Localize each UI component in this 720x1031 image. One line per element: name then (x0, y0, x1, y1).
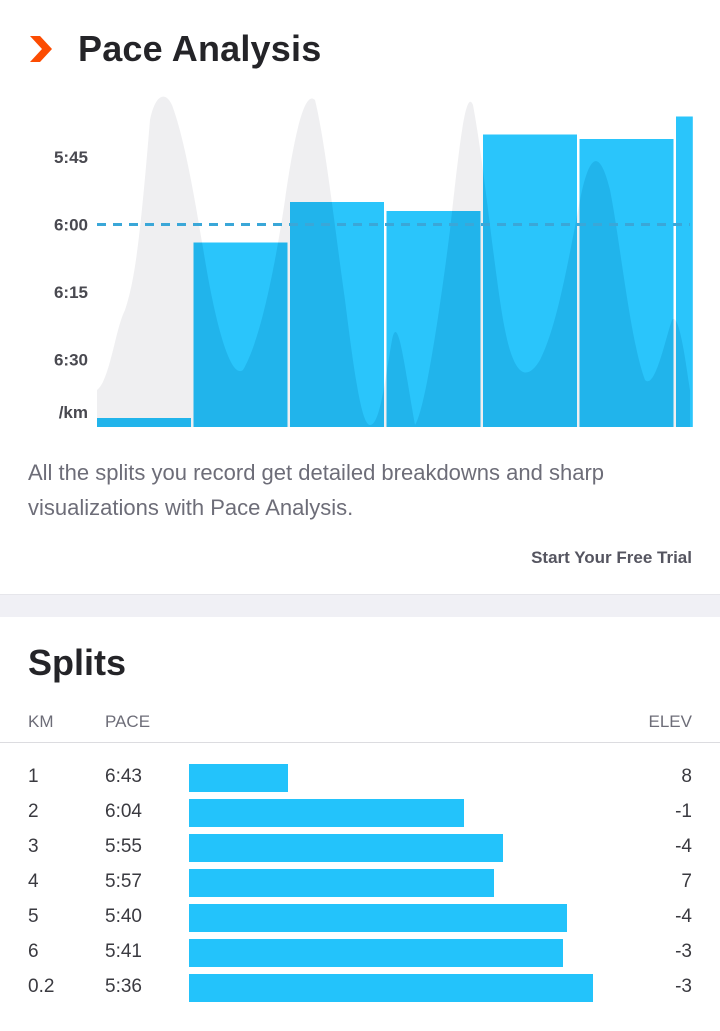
split-km: 5 (28, 906, 39, 927)
split-elev: 7 (681, 871, 692, 892)
split-elev: 8 (681, 766, 692, 787)
split-pace-bar (189, 974, 594, 1002)
split-pace: 6:04 (105, 801, 142, 822)
pace-analysis-title: Pace Analysis (78, 28, 322, 69)
split-bar-track (189, 764, 619, 792)
split-row: 1 6:43 8 (0, 761, 720, 796)
y-tick-label: 6:15 (54, 283, 88, 302)
section-divider (0, 594, 720, 617)
split-row: 5 5:40 -4 (0, 901, 720, 936)
pace-analysis-header: Pace Analysis (30, 24, 321, 74)
split-elev: -3 (675, 976, 692, 997)
split-elev: -4 (675, 906, 692, 927)
splits-title: Splits (28, 642, 127, 683)
split-bar-track (189, 799, 619, 827)
split-bar-track (189, 974, 619, 1002)
split-row: 6 5:41 -3 (0, 936, 720, 971)
split-pace-bar (189, 799, 465, 827)
split-bar-track (189, 939, 619, 967)
split-pace: 5:57 (105, 871, 142, 892)
split-row: 2 6:04 -1 (0, 796, 720, 831)
split-pace: 5:41 (105, 941, 142, 962)
split-pace: 5:55 (105, 836, 142, 857)
split-row: 0.2 5:36 -3 (0, 971, 720, 1006)
split-pace-bar (189, 764, 288, 792)
pace-analysis-description: All the splits you record get detailed b… (28, 460, 605, 520)
split-pace: 6:43 (105, 766, 142, 787)
start-free-trial-link[interactable]: Start Your Free Trial (531, 548, 692, 567)
split-km: 4 (28, 871, 39, 892)
splits-header-row: KM PACE ELEV (0, 710, 720, 743)
split-row: 4 5:57 7 (0, 866, 720, 901)
splits-list: 1 6:43 8 2 6:04 -1 3 5:55 -4 4 5:57 7 5 … (0, 761, 720, 1006)
elev-column-header: ELEV (648, 712, 692, 731)
split-bar-track (189, 904, 619, 932)
km-column-header: KM (28, 712, 54, 731)
split-elev: -3 (675, 941, 692, 962)
split-pace-bar (189, 834, 503, 862)
split-row: 3 5:55 -4 (0, 831, 720, 866)
pace-chart-svg: 5:45 6:00 6:15 6:30/km (54, 96, 693, 427)
split-elev: -1 (675, 801, 692, 822)
strava-chevron-icon (30, 36, 52, 62)
split-bar-track (189, 834, 619, 862)
split-km: 1 (28, 766, 39, 787)
split-km: 2 (28, 801, 39, 822)
split-pace-bar (189, 939, 564, 967)
split-pace: 5:36 (105, 976, 142, 997)
split-km: 3 (28, 836, 39, 857)
y-tick-label: 6:30 (54, 351, 88, 370)
pace-chart: 5:45 6:00 6:15 6:30/km (0, 80, 720, 440)
split-pace: 5:40 (105, 906, 142, 927)
split-km: 0.2 (28, 976, 55, 997)
y-tick-label: 5:45 (54, 148, 88, 167)
pace-column-header: PACE (105, 712, 151, 731)
split-pace-bar (189, 904, 568, 932)
split-km: 6 (28, 941, 39, 962)
y-tick-label: 6:00 (54, 216, 88, 235)
y-unit-label: /km (59, 403, 88, 422)
split-pace-bar (189, 869, 495, 897)
split-elev: -4 (675, 836, 692, 857)
split-bar-track (189, 869, 619, 897)
